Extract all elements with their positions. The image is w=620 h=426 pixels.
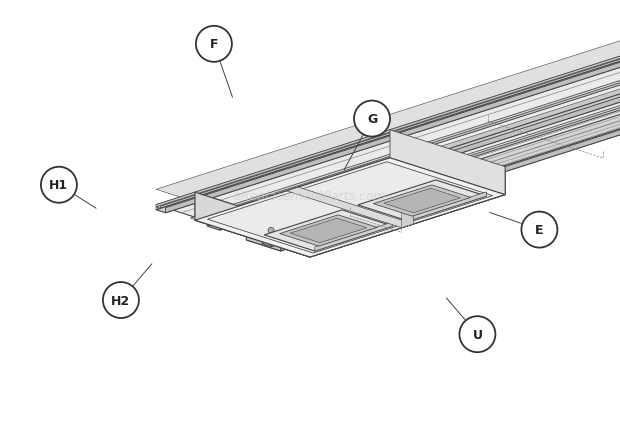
Text: F: F (210, 38, 218, 51)
Polygon shape (190, 63, 620, 221)
Polygon shape (246, 228, 281, 251)
Circle shape (41, 167, 77, 203)
Polygon shape (195, 158, 505, 257)
Circle shape (268, 228, 274, 234)
Polygon shape (384, 189, 461, 213)
Polygon shape (402, 196, 414, 228)
Polygon shape (310, 167, 505, 257)
Polygon shape (246, 231, 310, 251)
Polygon shape (373, 185, 471, 217)
Text: U: U (472, 328, 482, 341)
Polygon shape (220, 70, 620, 230)
Circle shape (284, 233, 290, 239)
Polygon shape (235, 201, 373, 245)
Polygon shape (315, 222, 393, 251)
Polygon shape (236, 75, 620, 233)
Polygon shape (207, 66, 620, 227)
Polygon shape (166, 52, 620, 213)
Polygon shape (271, 86, 620, 247)
Circle shape (459, 317, 495, 352)
Polygon shape (271, 86, 620, 244)
Polygon shape (262, 88, 620, 247)
Polygon shape (195, 193, 310, 257)
Polygon shape (161, 51, 620, 209)
Polygon shape (197, 63, 620, 221)
Polygon shape (310, 167, 505, 257)
Polygon shape (219, 195, 390, 250)
Polygon shape (286, 188, 414, 228)
Polygon shape (244, 203, 365, 242)
Polygon shape (195, 193, 310, 257)
Polygon shape (288, 187, 417, 227)
Polygon shape (280, 216, 378, 247)
Polygon shape (358, 181, 487, 222)
Polygon shape (156, 55, 620, 213)
Polygon shape (207, 71, 620, 230)
Polygon shape (290, 219, 367, 243)
Polygon shape (267, 210, 394, 251)
Text: E: E (535, 224, 544, 236)
Polygon shape (156, 52, 620, 209)
Text: H2: H2 (112, 294, 130, 307)
Text: G: G (367, 113, 377, 126)
Polygon shape (264, 210, 393, 251)
Text: eReplacementParts.com: eReplacementParts.com (234, 190, 386, 203)
Polygon shape (409, 193, 487, 222)
Polygon shape (229, 75, 620, 233)
Circle shape (354, 101, 390, 137)
Polygon shape (208, 162, 493, 253)
Polygon shape (271, 71, 620, 242)
Polygon shape (280, 214, 381, 246)
Circle shape (196, 27, 232, 63)
Polygon shape (267, 87, 620, 244)
Circle shape (521, 212, 557, 248)
Circle shape (103, 282, 139, 318)
Text: H1: H1 (50, 179, 68, 192)
Polygon shape (306, 220, 390, 250)
Polygon shape (156, 34, 620, 227)
Polygon shape (156, 49, 620, 242)
Polygon shape (195, 158, 505, 257)
Polygon shape (281, 230, 310, 251)
Polygon shape (390, 130, 505, 195)
Polygon shape (156, 49, 620, 210)
